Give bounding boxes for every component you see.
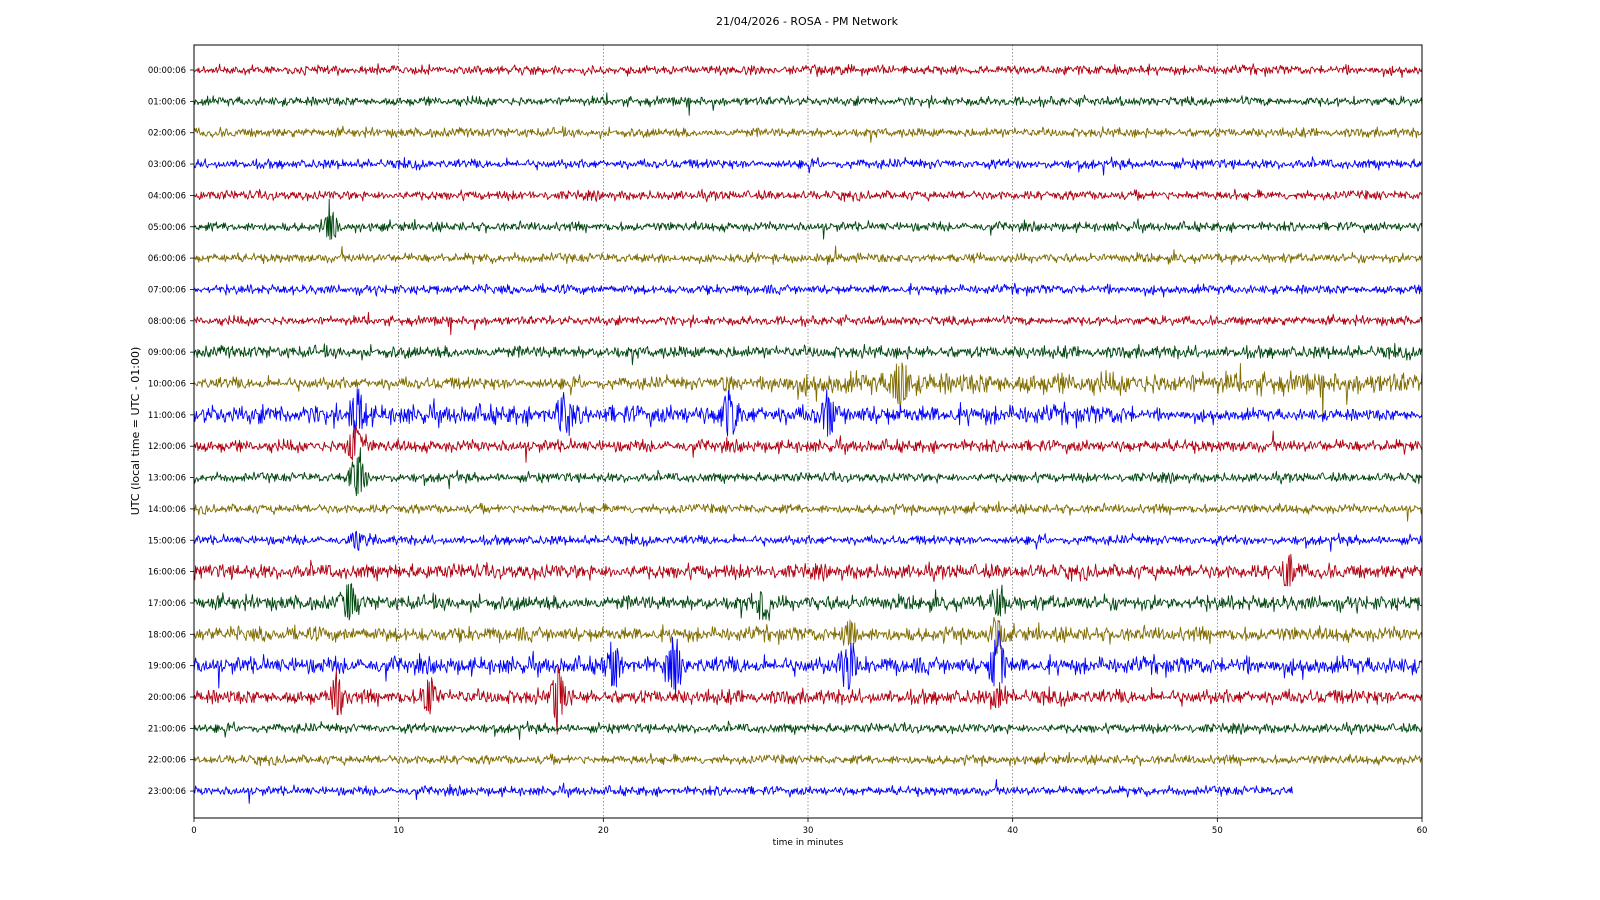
trace-line bbox=[193, 778, 1293, 804]
x-tick-label: 40 bbox=[1007, 826, 1018, 836]
x-tick-label: 30 bbox=[803, 826, 814, 836]
y-tick-label: 03:00:06 bbox=[148, 160, 186, 170]
trace-line bbox=[193, 188, 1423, 203]
trace-line bbox=[193, 630, 1423, 697]
y-tick-label: 02:00:06 bbox=[148, 129, 186, 139]
trace-group bbox=[193, 63, 1423, 804]
trace-line bbox=[193, 92, 1423, 116]
trace-line bbox=[193, 362, 1423, 417]
y-tick-label: 11:00:06 bbox=[148, 411, 186, 421]
x-tick-label: 20 bbox=[598, 826, 609, 836]
y-tick-label: 23:00:06 bbox=[148, 787, 186, 797]
x-tick-label: 10 bbox=[393, 826, 404, 836]
trace-line bbox=[193, 425, 1423, 463]
y-tick-label: 00:00:06 bbox=[148, 66, 186, 76]
trace-line bbox=[193, 751, 1423, 767]
trace-line bbox=[193, 245, 1423, 265]
trace-line bbox=[193, 63, 1423, 79]
trace-line bbox=[193, 125, 1423, 143]
y-tick-label: 08:00:06 bbox=[148, 317, 186, 327]
y-tick-label: 22:00:06 bbox=[148, 756, 186, 766]
y-tick-label: 12:00:06 bbox=[148, 442, 186, 452]
x-tick-label: 60 bbox=[1417, 826, 1428, 836]
y-tick-label: 16:00:06 bbox=[148, 568, 186, 578]
trace-line bbox=[193, 530, 1423, 552]
y-tick-label: 07:00:06 bbox=[148, 285, 186, 295]
trace-line bbox=[193, 665, 1423, 735]
trace-line bbox=[193, 156, 1423, 176]
trace-line bbox=[193, 198, 1423, 240]
x-tick-label: 50 bbox=[1212, 826, 1223, 836]
y-axis-label: UTC (local time = UTC - 01:00) bbox=[129, 347, 142, 516]
trace-line bbox=[193, 501, 1423, 522]
y-tick-label: 15:00:06 bbox=[148, 536, 186, 546]
trace-line bbox=[193, 553, 1423, 587]
chart-title: 21/04/2026 - ROSA - PM Network bbox=[716, 15, 899, 28]
trace-line bbox=[193, 388, 1423, 439]
y-tick-label: 18:00:06 bbox=[148, 630, 186, 640]
y-tick-label: 19:00:06 bbox=[148, 662, 186, 672]
y-tick-label: 04:00:06 bbox=[148, 191, 186, 201]
x-tick-labels: 0 10 20 30 40 50 60 bbox=[191, 818, 1427, 836]
trace-line bbox=[193, 616, 1423, 655]
trace-line bbox=[193, 583, 1423, 621]
y-tick-label: 06:00:06 bbox=[148, 254, 186, 264]
y-tick-label: 13:00:06 bbox=[148, 474, 186, 484]
trace-line bbox=[193, 282, 1423, 298]
y-tick-label: 17:00:06 bbox=[148, 599, 186, 609]
trace-line bbox=[193, 342, 1423, 366]
y-tick-label: 21:00:06 bbox=[148, 724, 186, 734]
trace-line bbox=[193, 311, 1423, 336]
x-axis-label: time in minutes bbox=[773, 838, 844, 848]
trace-line bbox=[193, 447, 1423, 497]
y-tick-labels: 00:00:06 01:00:06 02:00:06 03:00:06 04:00:06… bbox=[148, 66, 194, 797]
y-tick-label: 14:00:06 bbox=[148, 505, 186, 515]
trace-line bbox=[193, 720, 1423, 740]
y-tick-label: 05:00:06 bbox=[148, 223, 186, 233]
grid-lines bbox=[398, 45, 1218, 818]
y-tick-label: 01:00:06 bbox=[148, 97, 186, 107]
y-tick-label: 10:00:06 bbox=[148, 380, 186, 390]
y-tick-label: 09:00:06 bbox=[148, 348, 186, 358]
x-tick-label: 0 bbox=[191, 826, 196, 836]
y-tick-label: 20:00:06 bbox=[148, 693, 186, 703]
